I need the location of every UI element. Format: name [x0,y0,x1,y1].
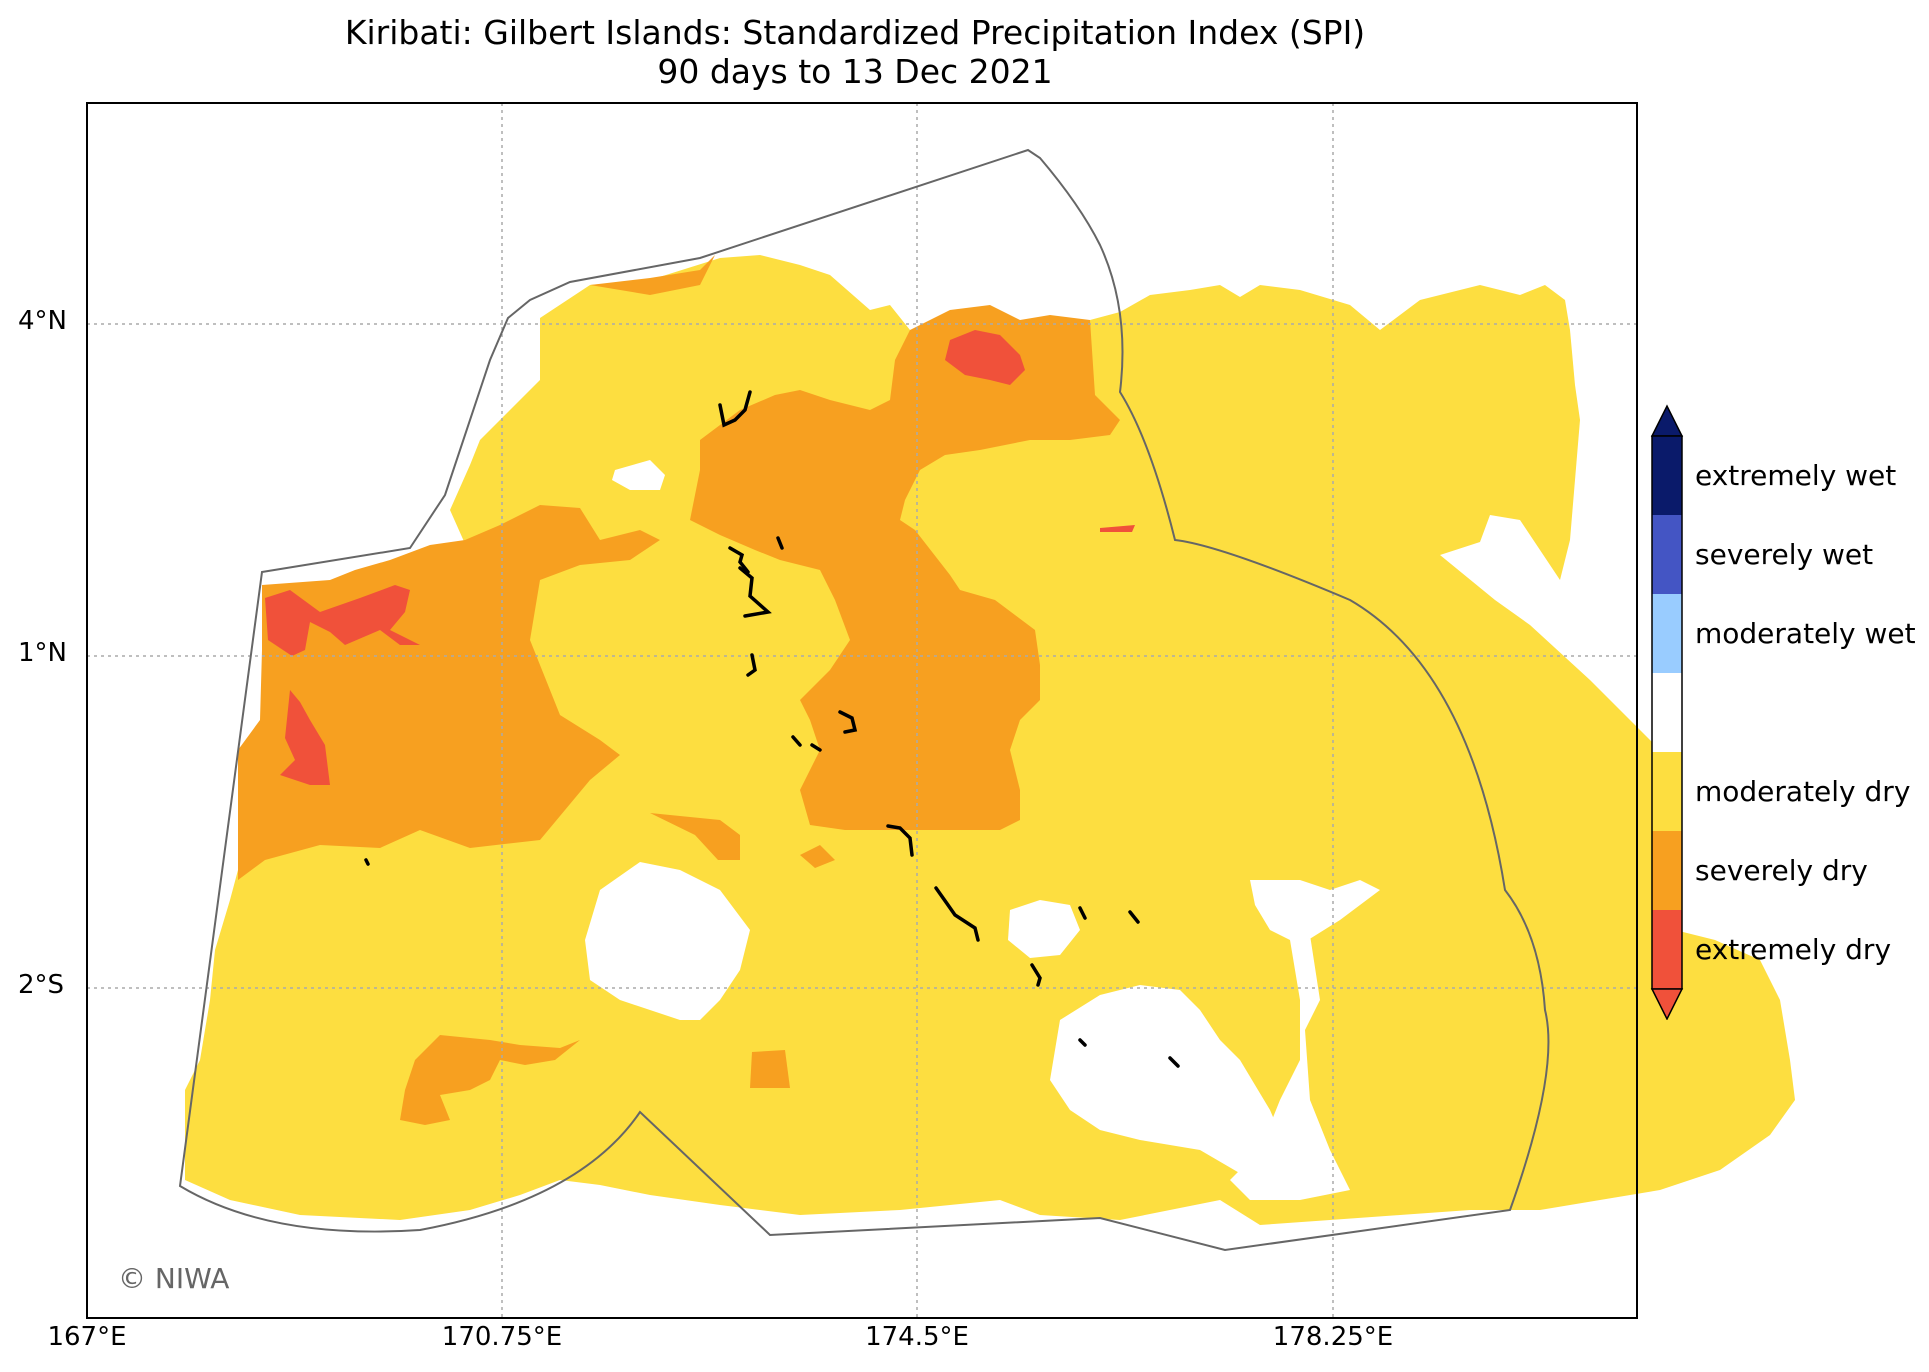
island-outline [1030,963,1042,987]
normal-region-patch-6 [1230,935,1350,1200]
severely-dry-region-central [690,305,1120,830]
colorbar-segment [1652,752,1682,831]
colorbar-segment [1652,673,1682,752]
legend-label: extremely wet [1695,458,1897,492]
legend-label: moderately dry [1695,774,1911,808]
spi-colorbar [1650,404,1684,1020]
island-outline [810,743,822,752]
legend-label: severely dry [1695,853,1868,887]
island-outline [838,710,858,734]
colorbar-segment [1652,831,1682,910]
x-tick-178-25e: 178.25°E [1272,1322,1394,1352]
colorbar-segment [1652,436,1682,515]
extremely-dry-region-2 [280,690,330,785]
island-outline [746,653,757,677]
normal-region-patch-4 [1050,985,1300,1185]
map-title: Kiribati: Gilbert Islands: Standardized … [344,13,1366,52]
island-outline [1128,910,1140,924]
island-outline [791,735,802,747]
severely-dry-region-west [238,505,660,880]
island-outline [886,824,914,857]
island-outline [728,546,750,574]
island-outline [738,566,772,618]
y-tick-2s: 2°S [18,970,65,1000]
niwa-credit: © NIWA [118,1262,230,1295]
severely-dry-region-tiny [800,845,835,868]
island-outline [1078,1038,1087,1047]
colorbar-segment [1652,515,1682,594]
normal-region-patch-3 [1008,900,1080,958]
x-tick-167e: 167°E [47,1322,127,1352]
islands [364,390,1180,1068]
severely-dry-region-south [400,1035,580,1125]
y-tick-4n: 4°N [18,306,67,336]
extremely-dry-region-4 [1100,525,1135,532]
severely-dry-region-north [590,255,715,295]
colorbar-extend-wet [1650,404,1684,437]
x-tick-170-75e: 170.75°E [441,1322,563,1352]
legend-label: moderately wet [1695,616,1916,650]
island-outline [718,390,752,428]
island-outline [934,886,980,942]
map-subtitle: 90 days to 13 Dec 2021 [657,52,1053,91]
normal-region-patch-2 [612,460,665,490]
x-tick-174-5e: 174.5°E [865,1322,969,1352]
y-tick-1n: 1°N [18,638,67,668]
colorbar-segment [1652,910,1682,989]
colorbar-segment [1652,594,1682,673]
severely-dry-region-spot [750,1050,790,1088]
extremely-dry-region-1 [265,585,420,656]
island-outline [776,536,784,550]
island-outline [1168,1056,1180,1068]
severely-dry-region-small [650,813,740,860]
colorbar-extend-dry [1650,988,1684,1020]
island-outline [1078,906,1087,920]
island-outline [364,858,370,866]
eez-boundary [178,148,1550,1252]
map-frame [86,102,1638,1319]
legend-label: extremely dry [1695,932,1892,966]
extremely-dry-region-3 [945,330,1025,385]
normal-region-patch-1 [585,862,750,1020]
legend-label: severely wet [1695,537,1874,571]
normal-region-patch-5 [1250,880,1380,945]
